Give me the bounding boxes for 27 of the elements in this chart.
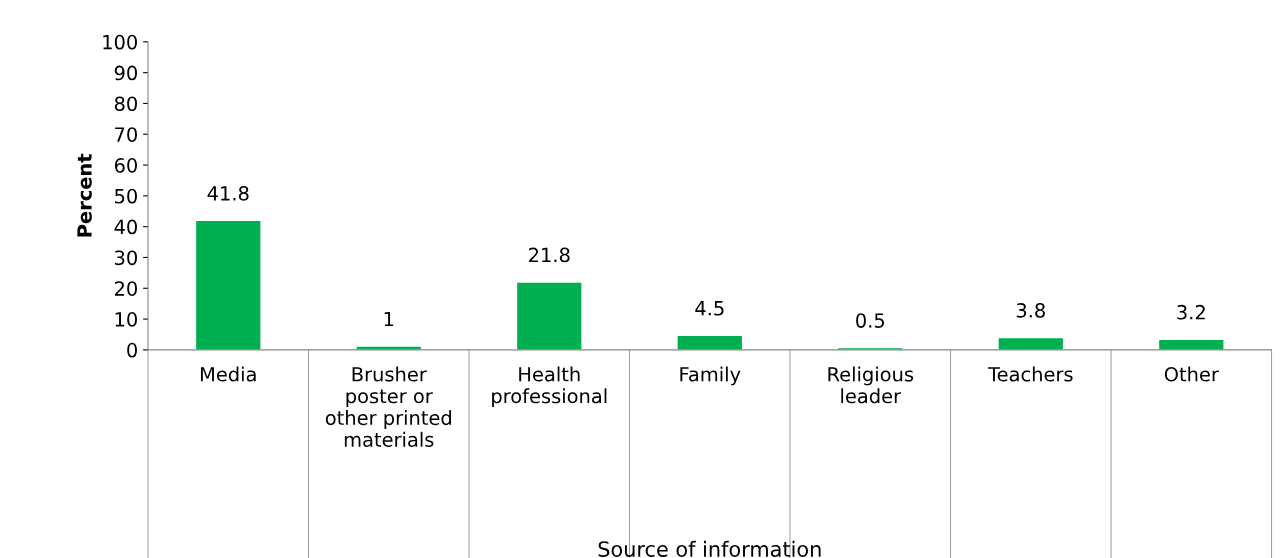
y-tick-label: 0 — [127, 342, 137, 358]
data-label: 41.8 — [207, 185, 249, 201]
y-tick-label: 50 — [115, 188, 137, 204]
y-tick-label: 60 — [114, 158, 137, 173]
x-tick-label: Brusher poster or other printed materials — [325, 366, 451, 447]
data-label: 1 — [384, 311, 394, 327]
y-tick-label: 90 — [114, 65, 137, 81]
y-tick-label: 20 — [114, 281, 137, 296]
x-tick-label: Other — [1164, 366, 1219, 382]
y-tick-label: 80 — [114, 96, 137, 112]
y-tick-label: 70 — [115, 127, 137, 142]
x-tick-label: Media — [200, 366, 256, 382]
data-label: 3.8 — [1016, 303, 1045, 318]
x-tick-label: Health professional — [492, 366, 607, 408]
y-tick-label: 30 — [115, 250, 137, 266]
y-axis-title: Percent — [77, 153, 92, 237]
data-label: 21.8 — [529, 247, 570, 263]
y-tick-label: 40 — [114, 219, 137, 235]
y-tick-label: 100 — [103, 34, 137, 50]
data-label: 0.5 — [856, 313, 885, 328]
data-label: 3.2 — [1177, 304, 1205, 320]
x-tick-label: Teachers — [987, 366, 1073, 382]
x-tick-label: Religious leader — [828, 366, 914, 404]
y-tick-label: 10 — [115, 312, 137, 327]
data-label: 4.5 — [695, 301, 724, 316]
x-axis-title: Source of information — [598, 540, 821, 557]
x-tick-label: Family — [680, 366, 741, 386]
